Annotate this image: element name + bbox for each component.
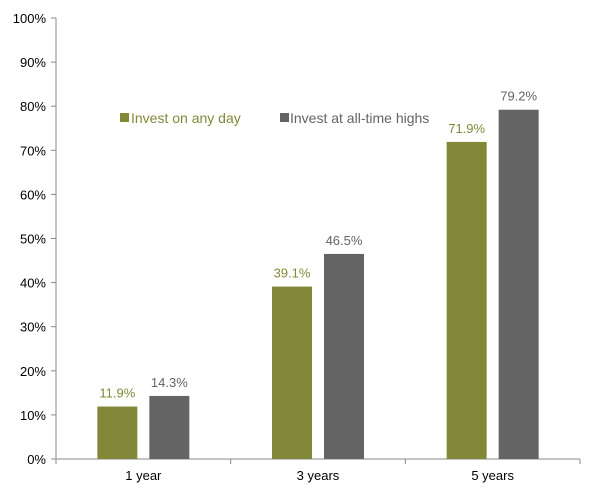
legend-swatch-series-2 [280,113,289,122]
legend-swatch-series-1 [120,113,129,122]
bar-series-2 [324,253,364,459]
bar-series-2 [149,395,190,459]
x-tick-label: 1 year [125,468,162,483]
legend-label-series-2: Invest at all-time highs [290,110,429,126]
data-label-series-1: 71.9% [448,121,485,136]
legend: Invest on any day Invest at all-time hig… [120,110,429,126]
bars [97,109,539,459]
data-labels: 11.9% 14.3% 39.1% 46.5% 71.9% 79.2% [99,89,537,401]
data-label-series-2: 46.5% [326,233,363,248]
data-label-series-1: 11.9% [99,386,135,401]
y-tick-label: 40% [20,276,46,291]
x-tick-label: 5 years [471,468,514,483]
y-tick-label: 30% [20,320,46,335]
legend-label-series-1: Invest on any day [131,110,241,126]
data-label-series-2: 79.2% [500,89,537,104]
y-tick-label: 80% [20,99,46,114]
data-label-series-1: 39.1% [274,266,311,281]
y-tick-label: 70% [20,143,46,158]
bar-series-2 [498,109,539,459]
y-tick-label: 60% [20,187,46,202]
y-tick-label: 50% [20,232,46,247]
y-tick-label: 20% [20,364,46,379]
bar-series-1 [97,406,138,459]
y-tick-label: 100% [13,11,47,26]
axes: 0% 10% 20% 30% 40% 50% 60% 70% 80% 90% 100% 1 year 3… [13,11,581,483]
x-tick-label: 3 years [297,468,340,483]
bar-series-1 [446,141,487,459]
y-tick-label: 90% [20,55,46,70]
bar-series-1 [272,286,312,459]
y-tick-label: 0% [27,452,46,467]
data-label-series-2: 14.3% [151,375,188,390]
y-tick-label: 10% [20,408,46,423]
